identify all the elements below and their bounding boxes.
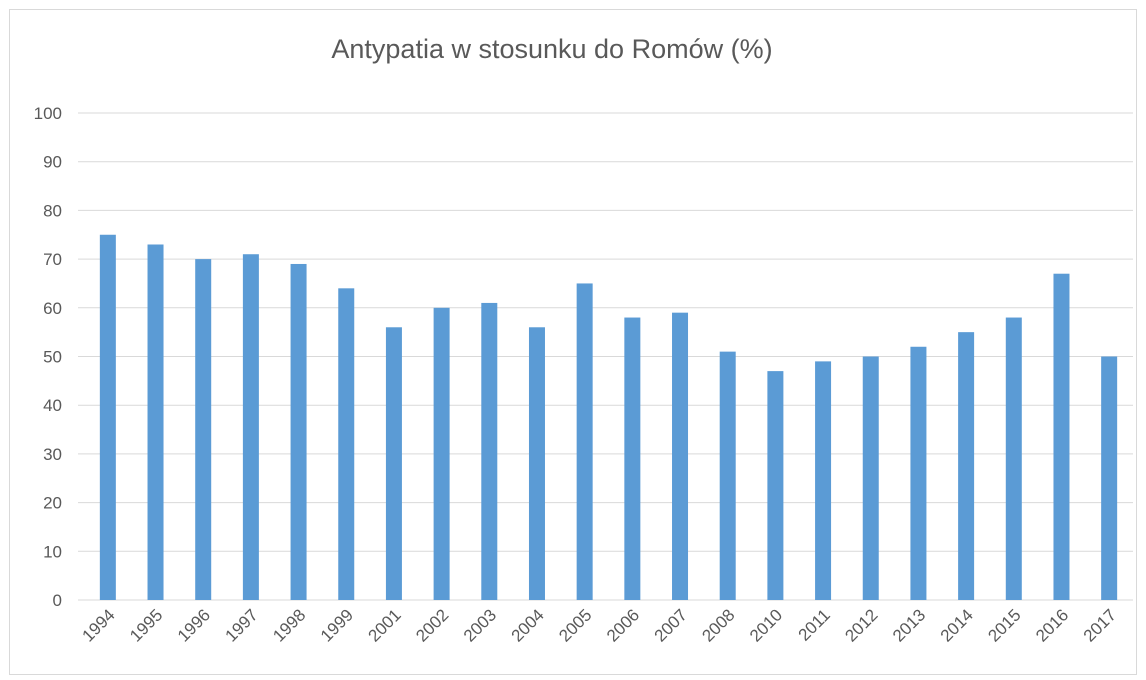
bar bbox=[1053, 273, 1070, 600]
bar bbox=[99, 234, 116, 600]
y-tick-label: 90 bbox=[43, 153, 62, 172]
bar bbox=[719, 351, 736, 600]
y-tick-label: 80 bbox=[43, 201, 62, 220]
bar bbox=[147, 244, 164, 601]
y-tick-label: 50 bbox=[43, 348, 62, 367]
y-tick-label: 70 bbox=[43, 250, 62, 269]
bar bbox=[958, 332, 975, 600]
bar bbox=[433, 307, 450, 600]
y-tick-label: 30 bbox=[43, 445, 62, 464]
y-tick-label: 40 bbox=[43, 396, 62, 415]
bar bbox=[338, 288, 355, 600]
y-tick-label: 10 bbox=[43, 542, 62, 561]
chart-title: Antypatia w stosunku do Romów (%) bbox=[331, 34, 772, 64]
y-tick-label: 100 bbox=[34, 104, 62, 123]
bar bbox=[672, 312, 689, 600]
bar bbox=[910, 346, 927, 600]
y-tick-label: 60 bbox=[43, 299, 62, 318]
bar bbox=[290, 263, 307, 600]
bar bbox=[862, 356, 879, 600]
y-tick-label: 20 bbox=[43, 494, 62, 513]
bar bbox=[385, 327, 402, 600]
bar bbox=[528, 327, 545, 600]
bar bbox=[576, 283, 593, 600]
bar bbox=[481, 302, 498, 600]
bar bbox=[624, 317, 641, 600]
y-tick-label: 0 bbox=[53, 591, 62, 610]
bar bbox=[767, 371, 784, 600]
bar bbox=[195, 259, 212, 600]
bar bbox=[815, 361, 832, 600]
bar bbox=[1101, 356, 1118, 600]
bar bbox=[242, 254, 259, 601]
bar bbox=[1005, 317, 1022, 600]
